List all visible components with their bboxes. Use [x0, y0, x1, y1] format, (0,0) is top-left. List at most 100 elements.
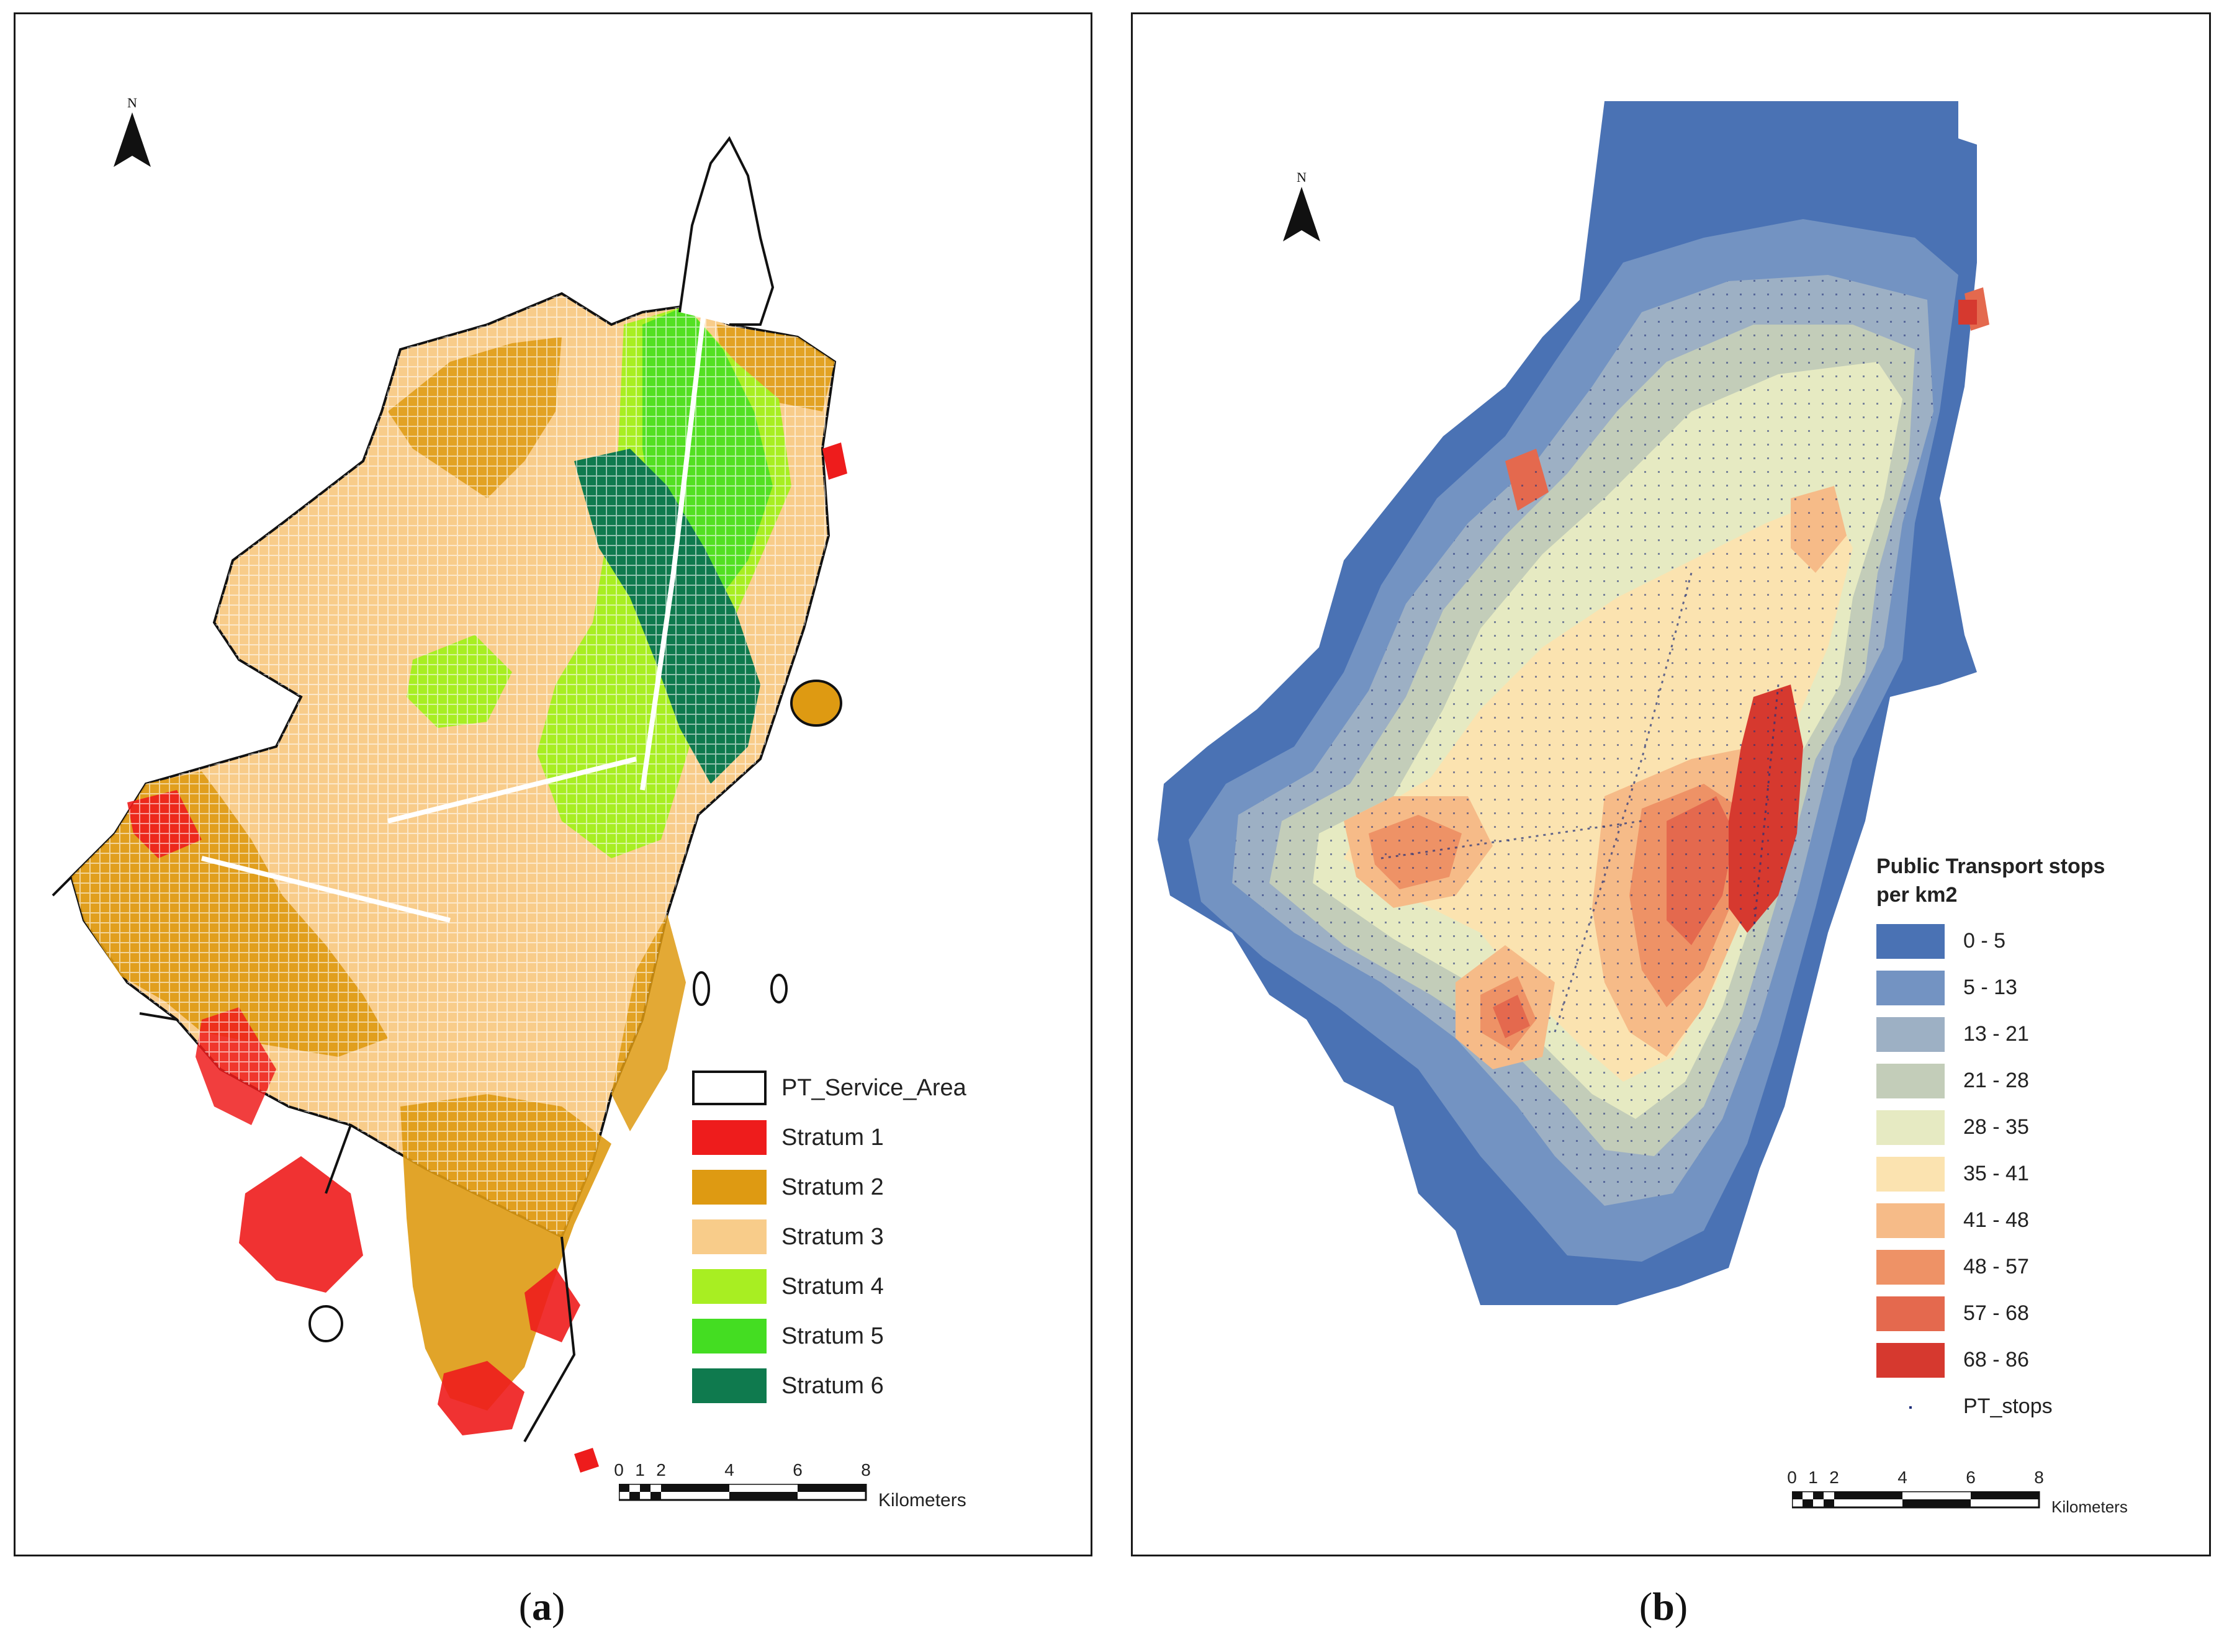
legend-label: Stratum 6 — [781, 1372, 884, 1399]
legend-row: 28 - 35 — [1876, 1104, 2105, 1151]
legend-row-stratum-2: Stratum 2 — [692, 1162, 966, 1212]
legend-swatch — [1876, 1296, 1945, 1331]
scale-unit: Kilometers — [878, 1490, 966, 1511]
legend-swatch — [1876, 1342, 1945, 1378]
legend-row: 0 - 5 — [1876, 918, 2105, 964]
pt-stops-dots — [1232, 275, 1933, 1206]
legend-row: 13 - 21 — [1876, 1011, 2105, 1057]
scale-tick: 6 — [1966, 1468, 1976, 1487]
north-label: N — [127, 95, 137, 110]
map-panel-b: N Public Transport stops per km2 0 - 5 5… — [1131, 12, 2211, 1556]
pt-service-area-north — [678, 136, 775, 326]
legend-row-stratum-1: Stratum 1 — [692, 1113, 966, 1162]
legend-label: 13 - 21 — [1963, 1022, 2029, 1046]
stratum-1-sw — [239, 1156, 363, 1293]
legend-row: 57 - 68 — [1876, 1290, 2105, 1337]
legend-label: 35 - 41 — [1963, 1162, 2029, 1185]
stop-density-map — [1158, 101, 1989, 1305]
legend-row-stratum-5: Stratum 5 — [692, 1311, 966, 1361]
north-arrow-icon — [1283, 187, 1320, 241]
scale-tick: 0 — [614, 1460, 624, 1479]
legend-swatch — [692, 1120, 767, 1155]
legend-label: 28 - 35 — [1963, 1115, 2029, 1139]
caption-b: (b) — [1639, 1584, 1688, 1630]
legend-swatch — [692, 1071, 767, 1105]
scale-bar-graphic — [619, 1484, 867, 1501]
legend-swatch — [1876, 1156, 1945, 1192]
legend-row: 48 - 57 — [1876, 1244, 2105, 1290]
legend-row-stratum-6: Stratum 6 — [692, 1361, 966, 1411]
pt-service-area-outline — [52, 876, 576, 1442]
legend-swatch — [692, 1269, 767, 1304]
scale-tick: 2 — [1829, 1468, 1839, 1487]
legend-swatch — [1876, 1110, 1945, 1145]
island-1 — [308, 1305, 343, 1342]
legend-swatch — [692, 1368, 767, 1403]
legend-label: 48 - 57 — [1963, 1255, 2029, 1278]
scale-tick: 8 — [2034, 1468, 2044, 1487]
north-arrow-icon — [114, 112, 151, 167]
scale-tick: 4 — [724, 1460, 734, 1479]
caption-b-close: ) — [1674, 1584, 1688, 1628]
legend-row: 41 - 48 — [1876, 1197, 2105, 1244]
legend-row-pt-stops: PT_stops — [1876, 1383, 2105, 1430]
north-label: N — [1297, 169, 1307, 185]
strata-map — [52, 136, 847, 1473]
legend-strata: PT_Service_Area Stratum 1 Stratum 2 Stra… — [692, 1063, 966, 1411]
main-roads — [201, 305, 707, 923]
scale-tick: 6 — [793, 1460, 803, 1479]
island-2 — [693, 971, 710, 1006]
stratum-1-south — [438, 1361, 524, 1435]
island-4 — [790, 680, 842, 727]
scale-tick: 1 — [635, 1460, 645, 1479]
stratum-1-far-south — [574, 1448, 599, 1473]
legend-label: 5 - 13 — [1963, 976, 2017, 999]
scale-bar-graphic — [1792, 1491, 2040, 1509]
legend-row: 68 - 86 — [1876, 1337, 2105, 1383]
legend-row: 21 - 28 — [1876, 1057, 2105, 1104]
legend-label: Stratum 2 — [781, 1174, 884, 1200]
scale-tick: 2 — [656, 1460, 666, 1479]
caption-a-open: ( — [518, 1584, 532, 1628]
legend-swatch — [692, 1219, 767, 1254]
caption-a-close: ) — [552, 1584, 565, 1628]
scale-unit: Kilometers — [2051, 1497, 2128, 1516]
legend-swatch — [1876, 923, 1945, 959]
legend-row: 5 - 13 — [1876, 964, 2105, 1011]
legend-swatch — [1876, 1063, 1945, 1098]
stratum-2-east — [611, 914, 686, 1131]
legend-title-line2: per km2 — [1876, 883, 1958, 907]
legend-label: Stratum 3 — [781, 1223, 884, 1250]
legend-swatch — [1876, 1203, 1945, 1238]
legend-label: Stratum 5 — [781, 1322, 884, 1349]
pt-stop-symbol — [1876, 1389, 1945, 1424]
legend-label: 0 - 5 — [1963, 929, 2006, 953]
scale-tick: 4 — [1897, 1468, 1907, 1487]
legend-density: Public Transport stops per km2 0 - 5 5 -… — [1876, 852, 2105, 1430]
island-3 — [770, 974, 788, 1003]
legend-row-service-area: PT_Service_Area — [692, 1063, 966, 1113]
scale-tick: 0 — [1787, 1468, 1797, 1487]
legend-swatch — [1876, 1017, 1945, 1052]
legend-swatch — [692, 1170, 767, 1205]
caption-b-open: ( — [1639, 1584, 1653, 1628]
legend-label: PT_Service_Area — [781, 1074, 966, 1101]
stratum-1-ne — [822, 442, 847, 480]
legend-label: Stratum 4 — [781, 1273, 884, 1300]
legend-row: 35 - 41 — [1876, 1151, 2105, 1197]
scale-tick: 8 — [861, 1460, 871, 1479]
legend-swatch — [1876, 970, 1945, 1005]
legend-label: PT_stops — [1963, 1394, 2053, 1418]
legend-row-stratum-4: Stratum 4 — [692, 1262, 966, 1311]
map-panel-a: N PT_Service_Area Stratum 1 Stratum 2 St… — [14, 12, 1092, 1556]
legend-swatch — [1876, 1249, 1945, 1285]
caption-a: (a) — [519, 1584, 565, 1630]
legend-title-line1: Public Transport stops — [1876, 855, 2105, 878]
scale-tick: 1 — [1808, 1468, 1818, 1487]
legend-label: 68 - 86 — [1963, 1348, 2029, 1371]
street-texture — [71, 294, 835, 1237]
legend-row-stratum-3: Stratum 3 — [692, 1212, 966, 1262]
caption-b-letter: b — [1652, 1584, 1675, 1628]
legend-label: 57 - 68 — [1963, 1301, 2029, 1325]
legend-swatch — [692, 1319, 767, 1353]
